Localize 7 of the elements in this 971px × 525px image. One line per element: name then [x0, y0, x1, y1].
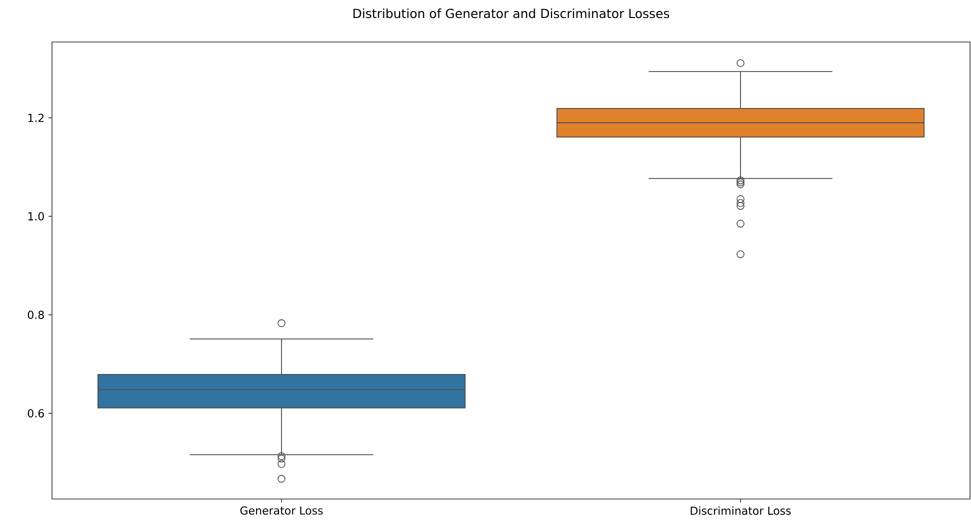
- x-tick-label: Discriminator Loss: [690, 506, 791, 515]
- y-tick-label: 0.6: [28, 409, 44, 418]
- y-tick-label: 1.0: [28, 212, 44, 220]
- x-tick-label: Generator Loss: [240, 506, 323, 515]
- y-tick-label: 0.8: [28, 310, 44, 319]
- chart-title: Distribution of Generator and Discriminator Losses: [354, 8, 670, 18]
- y-tick-label: 1.2: [28, 114, 44, 122]
